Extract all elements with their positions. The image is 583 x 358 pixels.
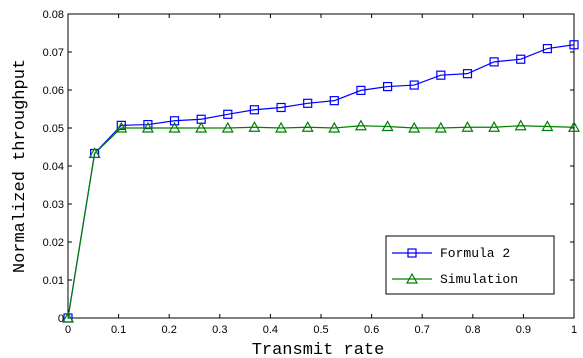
data-point xyxy=(542,43,552,54)
x-tick-label: 1 xyxy=(571,324,577,336)
data-point xyxy=(223,109,233,119)
data-point xyxy=(249,105,260,115)
data-point xyxy=(405,272,419,284)
x-tick-label: 0.3 xyxy=(212,324,227,336)
data-point xyxy=(461,121,474,132)
data-point xyxy=(462,69,473,79)
y-tick-label: 0.07 xyxy=(43,47,64,59)
x-tick-label: 0.2 xyxy=(162,324,177,336)
data-point xyxy=(275,121,288,133)
data-point xyxy=(489,57,499,67)
y-tick-label: 0.05 xyxy=(43,123,64,135)
data-point xyxy=(88,147,101,159)
data-point xyxy=(569,40,579,50)
legend-label: Simulation xyxy=(440,272,518,287)
y-tick-label: 0.06 xyxy=(43,85,64,97)
y-tick-label: 0.04 xyxy=(43,161,64,173)
legend-box xyxy=(385,235,555,295)
data-point xyxy=(516,54,526,64)
y-tick-label: 0.02 xyxy=(43,237,64,249)
y-axis-title: Normalized throughput xyxy=(11,59,30,273)
series-simulation xyxy=(61,119,581,323)
legend: Formula 2 Simulation xyxy=(385,235,555,295)
x-axis-title: Transmit rate xyxy=(252,341,385,358)
data-point xyxy=(408,121,421,133)
y-tick-label: 0 xyxy=(58,313,64,325)
x-tick-label: 0.1 xyxy=(111,324,126,336)
legend-entries: Formula 2 Simulation xyxy=(392,246,518,287)
x-tick-label: 0.6 xyxy=(364,324,379,336)
data-point xyxy=(514,119,527,131)
data-point xyxy=(407,248,417,258)
data-point xyxy=(195,121,208,133)
y-tick-label: 0.08 xyxy=(43,9,64,21)
legend-entry: Formula 2 xyxy=(392,246,510,261)
x-axis-ticks: 0 0.1 0.2 0.3 0.4 0.5 0.6 0.7 0.8 0.9 1 xyxy=(65,14,577,336)
x-tick-label: 0.5 xyxy=(313,324,328,336)
x-tick-label: 0.8 xyxy=(465,324,480,336)
data-point xyxy=(276,102,286,113)
legend-label: Formula 2 xyxy=(440,246,510,261)
data-point xyxy=(356,85,366,95)
x-tick-label: 0.9 xyxy=(516,324,531,336)
x-tick-label: 0.4 xyxy=(263,324,278,336)
data-point xyxy=(541,120,554,132)
data-point xyxy=(488,121,501,132)
data-point xyxy=(329,96,339,106)
data-point xyxy=(303,98,313,108)
data-point xyxy=(434,121,447,133)
y-tick-label: 0.03 xyxy=(43,199,64,211)
data-point xyxy=(382,81,393,92)
data-point xyxy=(328,121,341,133)
data-point xyxy=(381,120,394,132)
data-point xyxy=(221,121,234,133)
data-point xyxy=(169,116,180,126)
data-point xyxy=(116,120,126,130)
data-point xyxy=(567,121,581,132)
legend-entry: Simulation xyxy=(392,272,518,287)
data-point xyxy=(168,121,181,133)
data-point xyxy=(141,121,154,133)
data-point xyxy=(409,80,419,90)
data-point xyxy=(436,70,446,80)
data-point xyxy=(354,119,367,131)
x-tick-label: 0 xyxy=(65,324,71,336)
y-tick-label: 0.01 xyxy=(43,275,64,287)
x-tick-label: 0.7 xyxy=(415,324,430,336)
data-point xyxy=(61,311,75,323)
data-point xyxy=(248,121,261,132)
series-layer xyxy=(61,40,581,323)
series-line xyxy=(67,125,575,319)
y-axis-ticks: 0 0.01 0.02 0.03 0.04 0.05 0.06 0.07 0.08 xyxy=(43,9,574,325)
data-point xyxy=(301,121,314,132)
data-point xyxy=(115,121,128,133)
